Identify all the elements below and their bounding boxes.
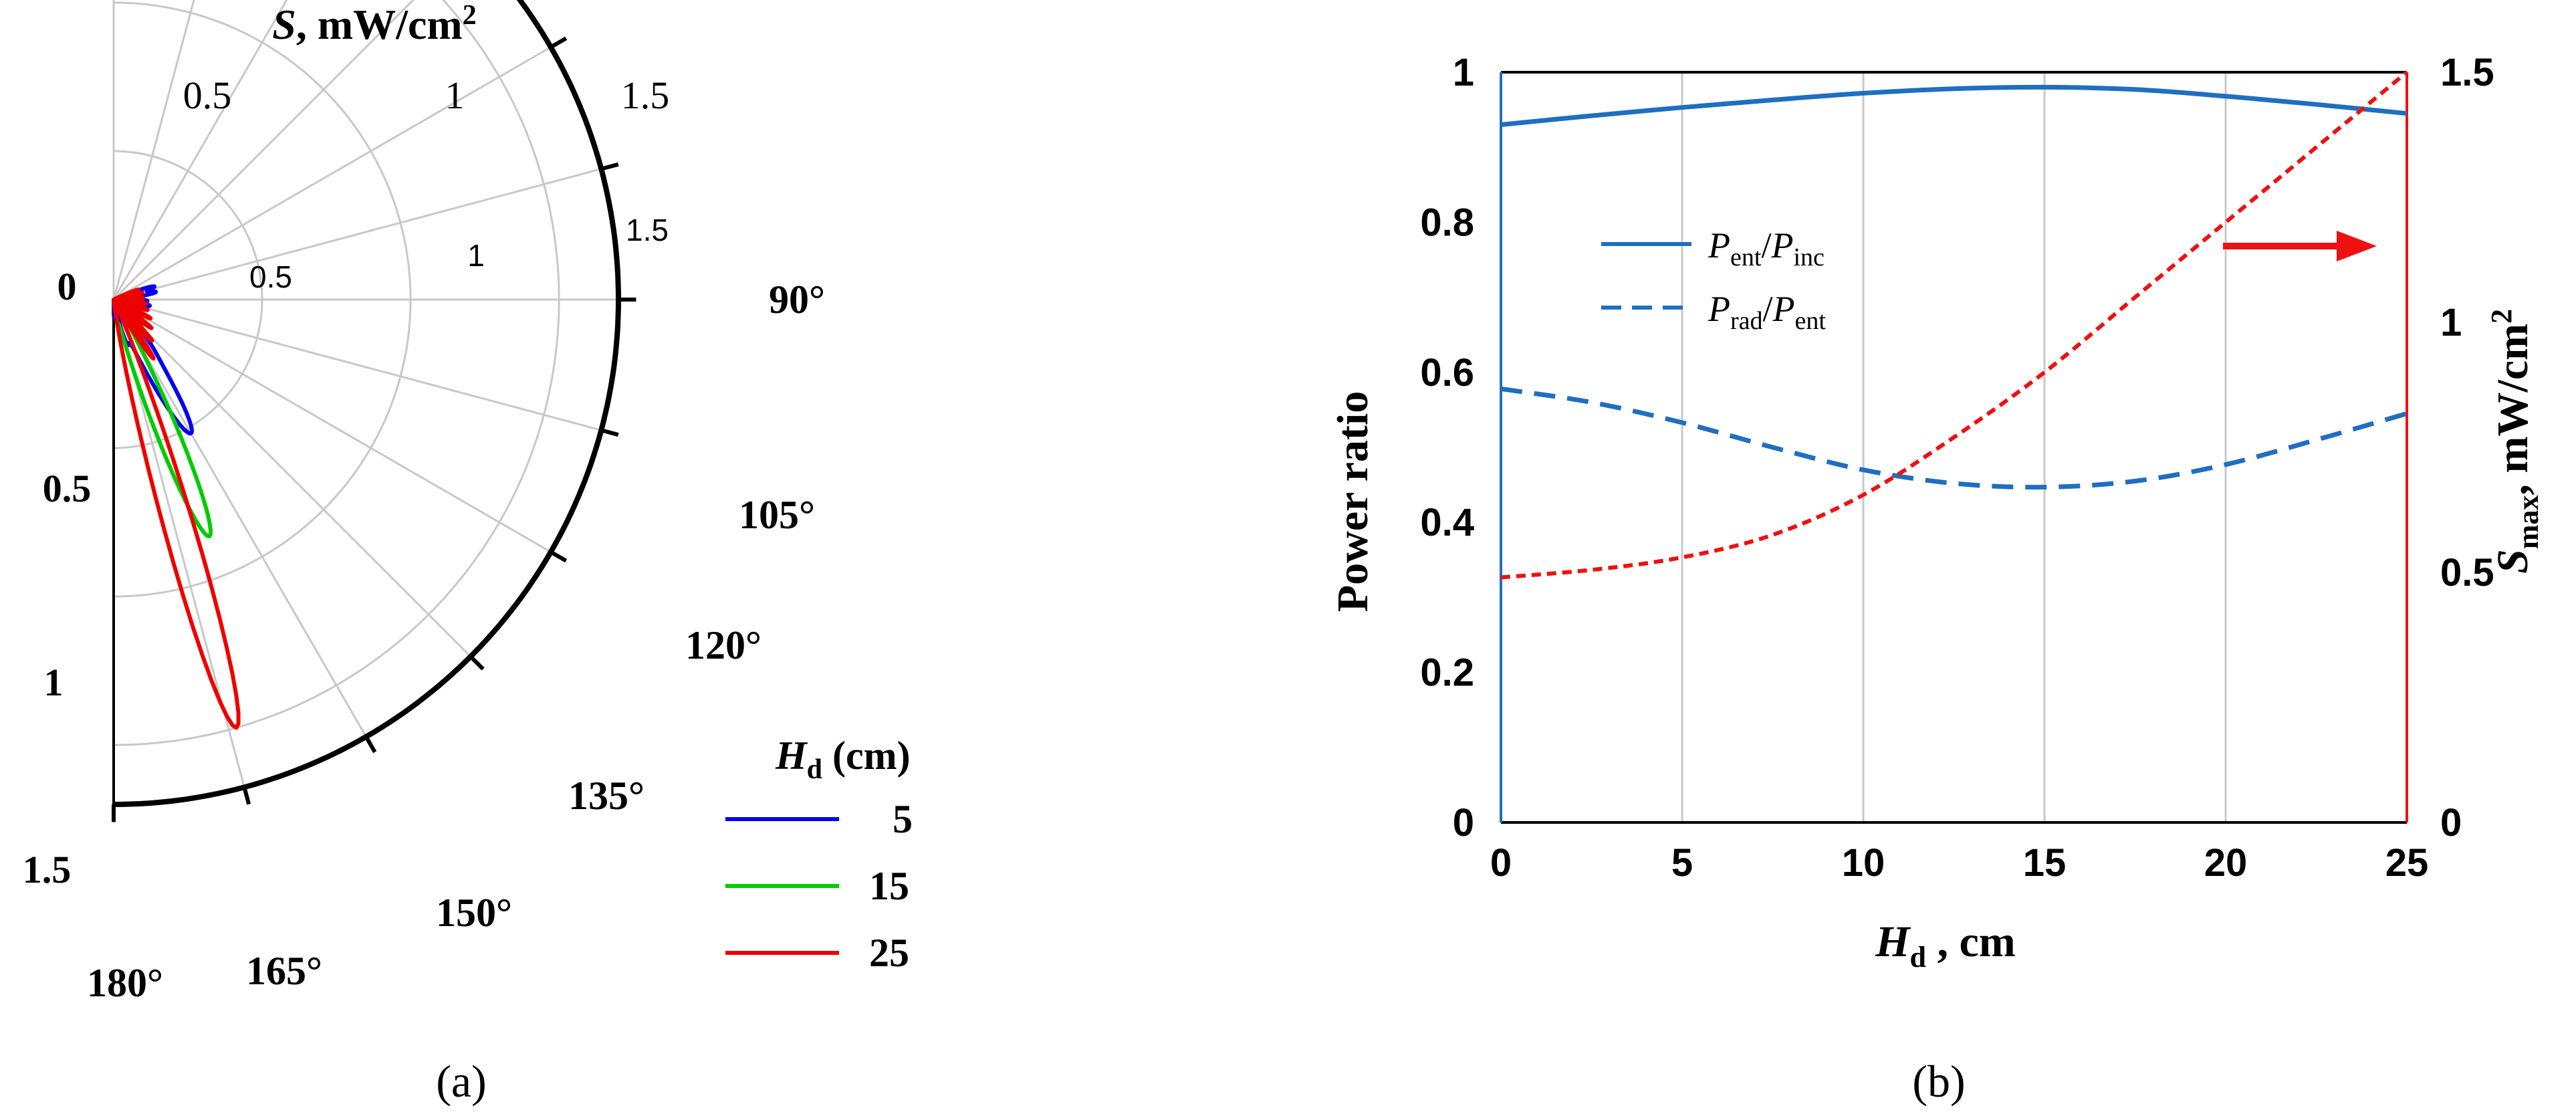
polar-rim-tick [242, 786, 251, 805]
legend-label-pent-pinc: Pent/Pinc [1708, 225, 1825, 271]
polar-grid-spoke [112, 0, 288, 300]
line-x-tick-label: 10 [1842, 841, 1885, 885]
polar-angle-label-135: 135° [568, 774, 645, 818]
polar-left-tick-0.5: 0.5 [43, 467, 92, 510]
polar-grid [112, 0, 636, 822]
line-y-tick-label: 0 [1453, 801, 1474, 845]
line-y2-axis-title: Smax, mW/cm2 [2485, 309, 2545, 574]
polar-angle-label-105: 105° [739, 493, 815, 537]
polar-grid-spoke [113, 46, 552, 301]
polar-legend: Hd (cm) 5 15 25 [725, 734, 913, 975]
polar-rim-tick [600, 162, 619, 171]
polar-series [112, 284, 241, 730]
polar-top-tick-0.5: 0.5 [183, 74, 232, 117]
line-y2-tick-label: 1.5 [2440, 51, 2494, 94]
polar-grid-spoke [113, 298, 552, 553]
polar-legend-title: Hd (cm) [775, 734, 911, 785]
polar-angle-label-165: 165° [246, 949, 322, 993]
polar-angle-label-150: 150° [436, 891, 512, 935]
polar-top-tick-1: 1 [445, 74, 465, 117]
polar-inner-tick-1.5: 1.5 [626, 213, 669, 247]
line-series-Smax [1500, 70, 2408, 580]
polar-outer-rim [113, 0, 622, 807]
line-y-tick-label: 0.4 [1420, 501, 1474, 544]
line-y-tick-label: 1 [1453, 51, 1474, 94]
polar-angle-label-120: 120° [685, 623, 762, 667]
polar-grid-spoke [112, 299, 367, 738]
polar-radial-axis-title: S, mW/cm2 [272, 0, 476, 48]
line-x-tick-label: 0 [1490, 841, 1512, 885]
polar-legend-label-5: 5 [893, 797, 913, 841]
legend-label-prad-pent: Prad/Pent [1708, 289, 1826, 335]
line-y-tick-label: 0.8 [1420, 201, 1474, 244]
line-grid [1500, 71, 2408, 824]
line-x-tick-label: 25 [2385, 841, 2429, 885]
polar-top-tick-1.5: 1.5 [621, 74, 670, 117]
line-x-tick-label: 15 [2023, 841, 2067, 885]
line-x-tick-label: 5 [1671, 841, 1693, 885]
polar-left-tick-1.5: 1.5 [23, 848, 72, 891]
polar-grid-spoke [113, 168, 602, 301]
polar-grid-spoke [112, 0, 415, 301]
polar-rim-tick [550, 36, 568, 49]
polar-grid-spoke [113, 298, 602, 431]
line-series [1500, 70, 2408, 580]
right-axis-arrow-head [2337, 231, 2377, 261]
line-series-Pent/Pinc [1500, 84, 2408, 127]
panel-label-b: (b) [1912, 1056, 1965, 1107]
polar-legend-label-15: 15 [869, 864, 909, 908]
polar-rim-tick [469, 655, 485, 671]
polar-chart: S, mW/cm2 0.5 1 1.5 0 0.5 1 1.5 0.5 1 1.… [23, 0, 913, 1107]
line-y2-tick-label: 1 [2440, 301, 2462, 344]
line-y-tick-label: 0.6 [1420, 351, 1474, 395]
panel-label-a: (a) [436, 1056, 486, 1107]
line-x-axis-title: Hd , cm [1875, 917, 2016, 974]
polar-rim-tick [550, 550, 568, 563]
polar-angle-label-180: 180° [87, 961, 163, 1005]
polar-grid-spoke [112, 298, 471, 657]
line-legend: Pent/Pinc Prad/Pent [1601, 225, 1826, 335]
polar-angle-label-90: 90° [769, 277, 825, 322]
polar-rim-tick [600, 428, 619, 437]
line-y2-tick-label: 0 [2440, 801, 2462, 845]
polar-series-25 [112, 288, 241, 730]
polar-rim-tick [364, 736, 377, 754]
polar-inner-tick-1: 1 [467, 238, 485, 273]
right-axis-arrow [2223, 231, 2377, 261]
polar-grid-spoke [112, 0, 195, 300]
polar-left-tick-1: 1 [44, 661, 64, 704]
line-y-axis-title: Power ratio [1328, 391, 1377, 612]
polar-inner-tick-0.5: 0.5 [249, 259, 292, 294]
line-y2-tick-label: 0.5 [2440, 551, 2494, 594]
polar-left-tick-0: 0 [57, 265, 77, 308]
polar-legend-label-25: 25 [869, 931, 909, 975]
line-y-tick-label: 0.2 [1420, 651, 1474, 695]
line-x-tick-label: 20 [2204, 841, 2248, 885]
